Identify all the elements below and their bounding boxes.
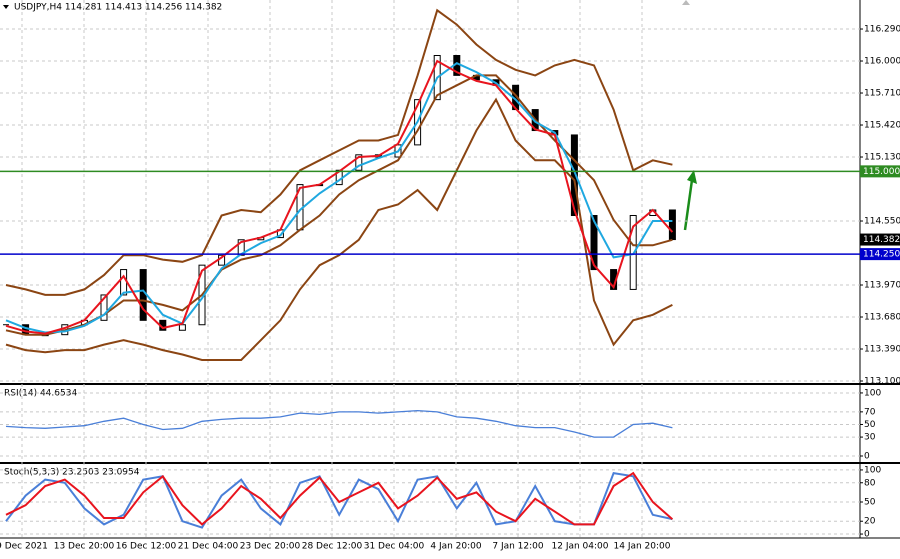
y-tick-label: 80 <box>864 478 876 488</box>
arrow-head <box>687 170 697 184</box>
y-tick-label: 100 <box>864 388 881 398</box>
rsi-title: RSI(14) 44.6534 <box>4 389 77 399</box>
level-label-box <box>860 248 900 261</box>
y-tick-label: 115.130 <box>864 153 900 163</box>
x-tick-label: 21 Dec 04:00 <box>178 542 239 552</box>
x-tick-label: 28 Dec 12:00 <box>302 542 363 552</box>
y-tick-label: 116.000 <box>864 57 900 67</box>
indicator-line <box>5 8 673 296</box>
x-tick-label: 12 Jan 04:00 <box>552 542 609 552</box>
x-tick-label: 23 Dec 20:00 <box>240 542 301 552</box>
y-tick-label: 113.970 <box>864 281 900 291</box>
y-tick-label: 113.390 <box>864 345 900 355</box>
candle <box>355 154 363 171</box>
y-tick-label: 50 <box>864 497 876 507</box>
y-tick-label: 30 <box>864 433 876 443</box>
y-tick-label: 20 <box>864 517 876 527</box>
y-tick-label: 114.550 <box>864 217 900 227</box>
candle <box>139 269 147 321</box>
x-tick-label: 14 Jan 20:00 <box>614 542 671 552</box>
x-tick-label: 16 Dec 12:00 <box>116 542 177 552</box>
stoch-title: Stoch(5,3,3) 23.2503 23.0954 <box>4 468 140 478</box>
y-tick-label: 0 <box>864 530 870 540</box>
y-tick-label: 0 <box>864 452 870 462</box>
indicator-line <box>5 62 673 334</box>
y-tick-label: 115.710 <box>864 89 900 99</box>
y-tick-label: 116.290 <box>864 25 900 35</box>
y-tick-label: 70 <box>864 407 876 417</box>
level-label-box <box>860 165 900 178</box>
level-label: 114.250 <box>863 250 900 260</box>
candle <box>120 269 128 296</box>
y-tick-label: 113.680 <box>864 313 900 323</box>
indicator-line <box>5 471 674 526</box>
current-price-label: 114.382 <box>863 235 900 245</box>
y-tick-label: 50 <box>864 420 876 430</box>
price-title: USDJPY,H4 114.281 114.413 114.256 114.38… <box>14 3 222 13</box>
candle <box>178 324 186 331</box>
scroll-marker <box>682 0 690 5</box>
arrow <box>683 179 694 231</box>
candle <box>668 209 676 241</box>
candle <box>570 134 578 216</box>
x-tick-label: 31 Dec 04:00 <box>364 542 425 552</box>
level-label: 115.000 <box>863 167 900 177</box>
y-tick-label: 100 <box>864 465 881 475</box>
menu-marker <box>3 5 9 9</box>
x-tick-label: 7 Jan 12:00 <box>492 542 544 552</box>
x-tick-label: 13 Dec 20:00 <box>54 542 115 552</box>
x-tick-label: 4 Jan 20:00 <box>430 542 482 552</box>
candle <box>100 294 108 321</box>
current-price-box <box>860 233 900 246</box>
indicator-line <box>5 97 673 361</box>
candle <box>590 214 598 271</box>
y-tick-label: 113.100 <box>864 377 900 387</box>
indicator-line <box>5 409 673 438</box>
y-tick-label: 115.420 <box>864 121 900 131</box>
x-tick-label: 9 Dec 2021 <box>0 542 48 552</box>
